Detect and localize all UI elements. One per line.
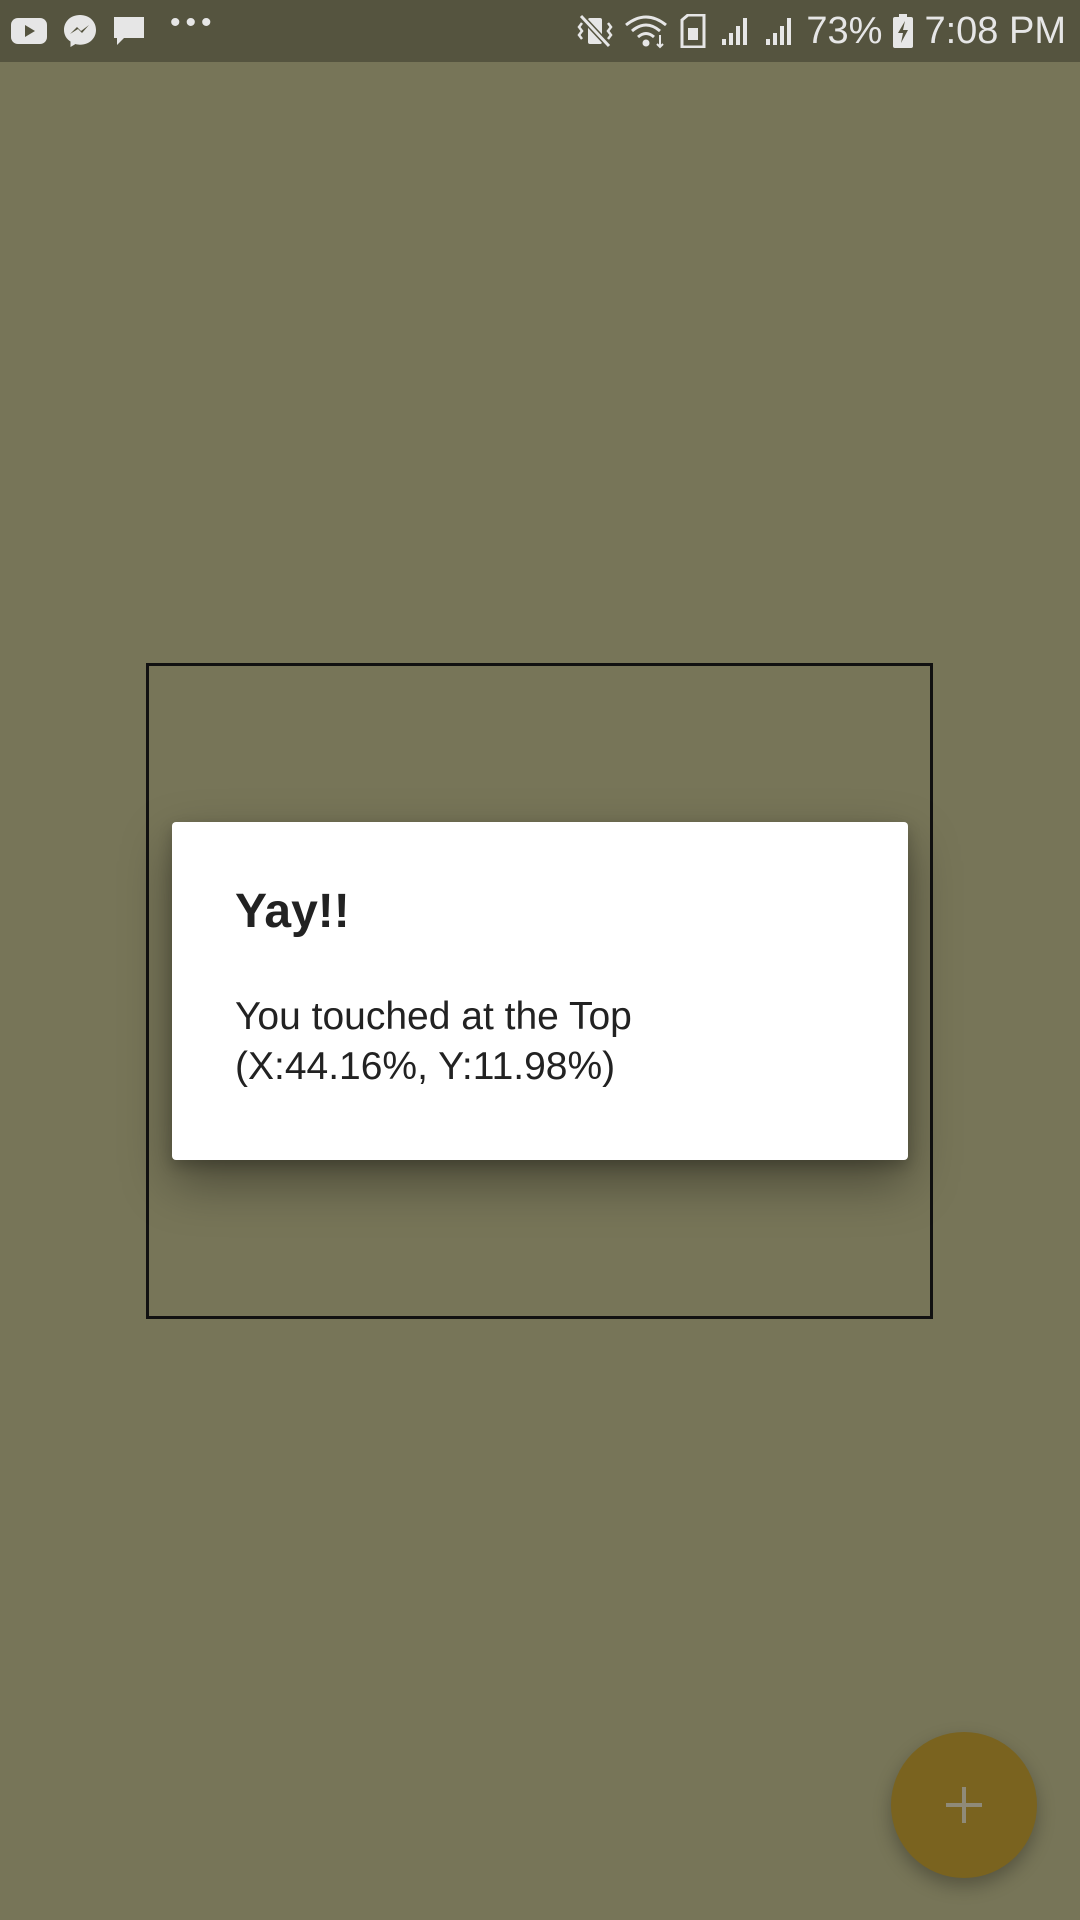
battery-charging-icon	[892, 13, 914, 49]
dialog-message: You touched at the Top (X:44.16%, Y:11.9…	[235, 992, 846, 1092]
plus-icon	[944, 1785, 984, 1825]
status-bar: •••	[0, 0, 1080, 62]
touch-result-dialog: Yay!! You touched at the Top (X:44.16%, …	[172, 822, 908, 1160]
wifi-icon	[624, 13, 668, 49]
touch-area[interactable]	[146, 663, 933, 1319]
signal-icon	[718, 15, 752, 47]
battery-percent: 73%	[806, 9, 883, 52]
signal-icon	[762, 15, 796, 47]
add-fab-button[interactable]	[891, 1732, 1037, 1878]
sim-card-icon	[678, 14, 708, 48]
vibrate-mute-icon	[576, 13, 614, 49]
dialog-message-line2: (X:44.16%, Y:11.98%)	[235, 1045, 616, 1088]
dialog-title: Yay!!	[235, 885, 350, 938]
status-time: 7:08 PM	[924, 9, 1066, 52]
messenger-icon	[62, 13, 98, 49]
dialog-message-line1: You touched at the Top	[235, 995, 632, 1038]
system-icons: 73% 7:08 PM	[566, 10, 1066, 53]
notification-icons: •••	[10, 8, 231, 49]
more-dots-icon: •••	[170, 6, 217, 39]
message-icon	[112, 15, 146, 47]
youtube-icon	[10, 16, 48, 46]
